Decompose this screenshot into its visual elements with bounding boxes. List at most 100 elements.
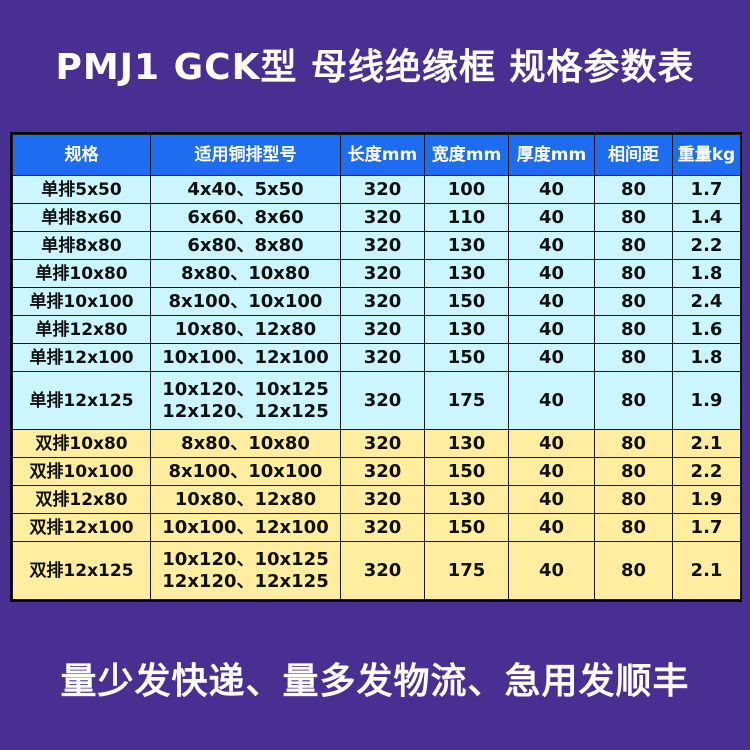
fit-line: 6x60、8x60 xyxy=(187,206,304,228)
cell-spacing: 80 xyxy=(594,457,673,486)
table-row: 单排10x80 8x80、10x80 320 130 40 80 1.8 xyxy=(12,259,741,288)
table-row: 单排12x80 10x80、12x80 320 130 40 80 1.6 xyxy=(12,315,741,344)
table-body: 单排5x50 4x40、5x50 320 100 40 80 1.7 单排8x60 6x60、8… xyxy=(12,175,741,600)
cell-fit: 10x80、12x80 xyxy=(150,485,341,514)
cell-spec: 双排10x100 xyxy=(12,457,151,486)
cell-thickness: 40 xyxy=(508,457,595,486)
cell-length: 320 xyxy=(340,485,425,514)
cell-width: 150 xyxy=(424,457,509,486)
cell-length: 320 xyxy=(340,231,425,260)
table-row: 单排10x100 8x100、10x100 320 150 40 80 2.4 xyxy=(12,287,741,316)
fit-line: 8x80、10x80 xyxy=(181,262,310,284)
cell-spec: 单排12x125 xyxy=(12,371,151,430)
cell-weight: 1.9 xyxy=(672,485,741,514)
cell-fit: 10x120、10x125 12x120、12x125 xyxy=(150,371,341,430)
cell-spacing: 80 xyxy=(594,343,673,372)
fit-line: 10x80、12x80 xyxy=(174,488,317,510)
cell-width: 130 xyxy=(424,485,509,514)
cell-fit: 8x80、10x80 xyxy=(150,429,341,458)
cell-weight: 2.2 xyxy=(672,231,741,260)
cell-spacing: 80 xyxy=(594,429,673,458)
page-title: PMJ1 GCK型 母线绝缘框 规格参数表 xyxy=(55,47,695,88)
cell-length: 320 xyxy=(340,541,425,600)
cell-thickness: 40 xyxy=(508,175,595,204)
cell-spec: 单排8x80 xyxy=(12,231,151,260)
cell-spacing: 80 xyxy=(594,541,673,600)
cell-width: 130 xyxy=(424,315,509,344)
shipping-note: 量少发快递、量多发物流、急用发顺丰 xyxy=(60,661,690,702)
cell-length: 320 xyxy=(340,343,425,372)
cell-fit: 10x100、12x100 xyxy=(150,513,341,542)
fit-line: 12x120、12x125 xyxy=(162,400,329,422)
header-weight: 重量kg xyxy=(672,134,741,176)
header-spec: 规格 xyxy=(12,134,151,176)
cell-length: 320 xyxy=(340,371,425,430)
cell-width: 130 xyxy=(424,231,509,260)
cell-spec: 单排12x80 xyxy=(12,315,151,344)
table-row: 双排12x80 10x80、12x80 320 130 40 80 1.9 xyxy=(12,485,741,514)
cell-length: 320 xyxy=(340,287,425,316)
cell-fit: 10x120、10x125 12x120、12x125 xyxy=(150,541,341,600)
cell-thickness: 40 xyxy=(508,513,595,542)
cell-weight: 1.7 xyxy=(672,175,741,204)
cell-weight: 1.9 xyxy=(672,371,741,430)
cell-spacing: 80 xyxy=(594,287,673,316)
cell-fit: 10x80、12x80 xyxy=(150,315,341,344)
table-row: 单排12x125 10x120、10x125 12x120、12x125 320 175… xyxy=(12,371,741,430)
cell-weight: 2.4 xyxy=(672,287,741,316)
cell-spec: 单排10x80 xyxy=(12,259,151,288)
cell-length: 320 xyxy=(340,429,425,458)
table-row: 双排10x100 8x100、10x100 320 150 40 80 2.2 xyxy=(12,457,741,486)
cell-width: 150 xyxy=(424,513,509,542)
cell-width: 100 xyxy=(424,175,509,204)
cell-spec: 单排5x50 xyxy=(12,175,151,204)
cell-thickness: 40 xyxy=(508,343,595,372)
cell-width: 150 xyxy=(424,343,509,372)
fit-line: 10x100、12x100 xyxy=(162,516,329,538)
cell-length: 320 xyxy=(340,203,425,232)
cell-spec: 单排12x100 xyxy=(12,343,151,372)
fit-line: 10x80、12x80 xyxy=(174,318,317,340)
cell-width: 150 xyxy=(424,287,509,316)
table-header-row: 规格 适用铜排型号 长度mm 宽度mm 厚度mm 相间距 重量kg xyxy=(12,134,741,176)
cell-thickness: 40 xyxy=(508,485,595,514)
cell-spec: 单排10x100 xyxy=(12,287,151,316)
cell-thickness: 40 xyxy=(508,541,595,600)
cell-spec: 双排12x100 xyxy=(12,513,151,542)
fit-line: 10x120、10x125 xyxy=(162,378,329,400)
cell-length: 320 xyxy=(340,259,425,288)
table-row: 单排8x80 6x80、8x80 320 130 40 80 2.2 xyxy=(12,231,741,260)
fit-line: 12x120、12x125 xyxy=(162,570,329,592)
spec-table-container: 规格 适用铜排型号 长度mm 宽度mm 厚度mm 相间距 重量kg 单排5x50… xyxy=(10,132,742,602)
cell-width: 130 xyxy=(424,259,509,288)
cell-spec: 双排12x80 xyxy=(12,485,151,514)
header-spacing: 相间距 xyxy=(594,134,673,176)
cell-weight: 2.1 xyxy=(672,541,741,600)
cell-spec: 双排10x80 xyxy=(12,429,151,458)
cell-weight: 2.1 xyxy=(672,429,741,458)
cell-spacing: 80 xyxy=(594,203,673,232)
cell-fit: 10x100、12x100 xyxy=(150,343,341,372)
cell-width: 130 xyxy=(424,429,509,458)
fit-line: 8x100、10x100 xyxy=(168,290,323,312)
fit-line: 4x40、5x50 xyxy=(187,178,304,200)
cell-weight: 1.6 xyxy=(672,315,741,344)
cell-length: 320 xyxy=(340,457,425,486)
cell-spacing: 80 xyxy=(594,513,673,542)
header-thickness: 厚度mm xyxy=(508,134,595,176)
header-width: 宽度mm xyxy=(424,134,509,176)
cell-thickness: 40 xyxy=(508,231,595,260)
cell-spacing: 80 xyxy=(594,371,673,430)
fit-line: 6x80、8x80 xyxy=(187,234,304,256)
cell-weight: 2.2 xyxy=(672,457,741,486)
header-length: 长度mm xyxy=(340,134,425,176)
fit-line: 8x80、10x80 xyxy=(181,432,310,454)
spec-table: 规格 适用铜排型号 长度mm 宽度mm 厚度mm 相间距 重量kg 单排5x50… xyxy=(12,134,741,600)
cell-spacing: 80 xyxy=(594,315,673,344)
cell-spacing: 80 xyxy=(594,231,673,260)
cell-thickness: 40 xyxy=(508,371,595,430)
cell-thickness: 40 xyxy=(508,315,595,344)
table-row: 单排5x50 4x40、5x50 320 100 40 80 1.7 xyxy=(12,175,741,204)
cell-fit: 8x80、10x80 xyxy=(150,259,341,288)
header-fit: 适用铜排型号 xyxy=(150,134,341,176)
